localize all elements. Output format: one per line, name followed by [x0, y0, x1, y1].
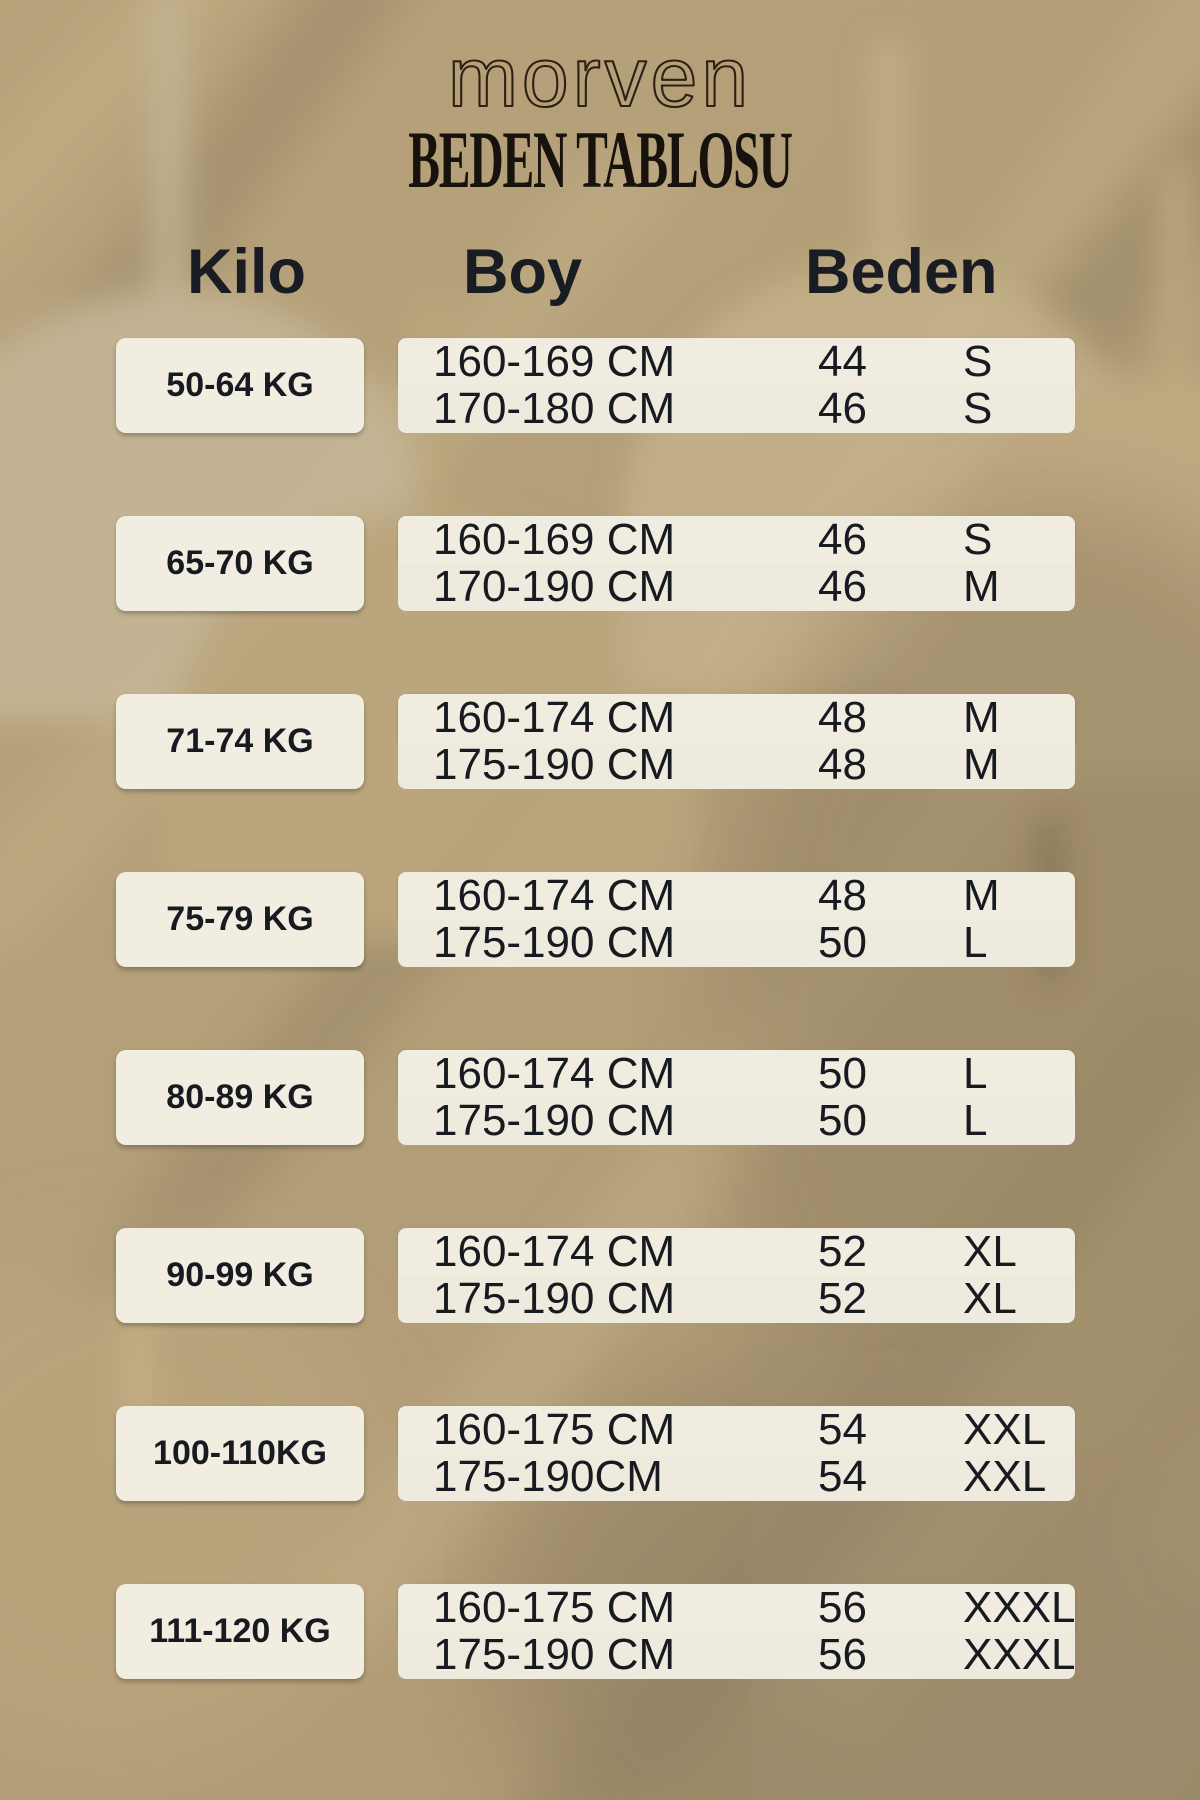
svg-text:morven: morven: [448, 30, 752, 124]
